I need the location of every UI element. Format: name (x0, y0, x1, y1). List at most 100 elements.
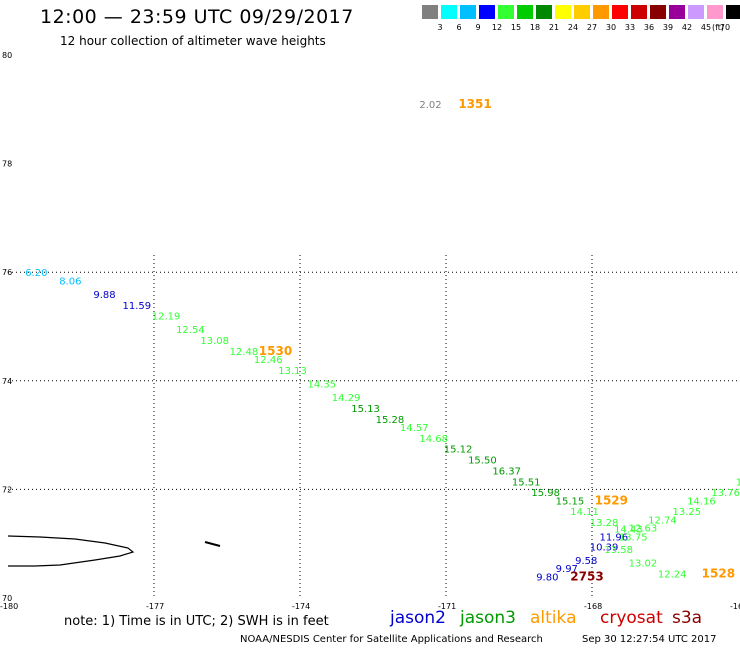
colorbar-swatch (479, 5, 495, 19)
wave-height-point: 13.25 (672, 507, 701, 518)
wave-height-point: 1530 (259, 344, 292, 358)
wave-height-point: 15.28 (376, 415, 405, 426)
colorbar-label: 42 (681, 23, 693, 32)
wave-height-point: 11.59 (123, 301, 152, 312)
page-subtitle: 12 hour collection of altimeter wave hei… (60, 34, 326, 48)
colorbar-label: 15 (510, 23, 522, 32)
wave-height-point: 14.57 (400, 423, 429, 434)
wave-height-point: 15.13 (351, 404, 380, 415)
wave-height-point: 13.75 (619, 533, 648, 544)
colorbar-label: 24 (567, 23, 579, 32)
wave-height-point: 14.16 (687, 496, 716, 507)
colorbar-label: 9 (475, 23, 481, 32)
wave-height-point: 15.15 (556, 496, 585, 507)
y-tick-label: 80 (2, 51, 12, 60)
wave-height-point: 13.58 (604, 545, 633, 556)
colorbar-label: 70 (719, 23, 731, 32)
coastline-fragment (204, 541, 221, 547)
wave-height-point: 2.02 (419, 100, 441, 111)
x-tick-label: -168 (584, 602, 602, 611)
wave-height-point: 13.08 (200, 336, 229, 347)
satellite-label-jason2: jason2 (390, 608, 446, 628)
colorbar-swatch (517, 5, 533, 19)
wave-height-point: 8.06 (59, 276, 81, 287)
colorbar-label: 30 (605, 23, 617, 32)
colorbar-swatch (726, 5, 740, 19)
satellite-label-altika: altika (530, 608, 577, 628)
colorbar-label: 33 (624, 23, 636, 32)
colorbar-label: 27 (586, 23, 598, 32)
wave-height-point: 12.46 (254, 355, 283, 366)
wave-height-point: 13.13 (278, 366, 307, 377)
wave-height-point: 12.54 (176, 325, 205, 336)
wave-height-point: 14.11 (570, 507, 599, 518)
colorbar-swatch (498, 5, 514, 19)
coastline (7, 535, 135, 567)
colorbar-label: 6 (456, 23, 462, 32)
y-tick-label: 74 (2, 377, 12, 386)
colorbar-label: 21 (548, 23, 560, 32)
wave-height-point: 15.50 (468, 456, 497, 467)
wave-height-point: 14.29 (332, 393, 361, 404)
colorbar-swatch (422, 5, 438, 19)
colorbar-label: 39 (662, 23, 674, 32)
x-tick-label: -16 (730, 602, 740, 611)
wave-height-point: 6.20 (25, 268, 47, 279)
wave-height-point: 15.12 (444, 445, 473, 456)
footer-note: note: 1) Time is in UTC; 2) SWH is in fe… (64, 614, 329, 629)
wave-height-point: 12.63 (629, 523, 658, 534)
colorbar-label: 45 (700, 23, 712, 32)
wave-height-point: 13.28 (590, 518, 619, 529)
wave-height-point: 9.97 (556, 564, 578, 575)
wave-height-point: 12.74 (648, 515, 677, 526)
colorbar-swatch (574, 5, 590, 19)
satellite-label-cryosat: cryosat (600, 608, 663, 628)
wave-height-point: 16.37 (492, 466, 521, 477)
page-title: 12:00 — 23:59 UTC 09/29/2017 (40, 6, 354, 28)
credit-text: NOAA/NESDIS Center for Satellite Applica… (240, 634, 543, 645)
wave-height-point: 14.35 (307, 380, 336, 391)
y-tick-label: 76 (2, 268, 12, 277)
y-tick-label: 78 (2, 160, 12, 169)
y-tick-label: 72 (2, 485, 12, 494)
colorbar-swatch (536, 5, 552, 19)
colorbar-swatch (707, 5, 723, 19)
wave-height-point: 10.39 (590, 542, 619, 553)
x-tick-label: -177 (146, 602, 164, 611)
colorbar-label: 18 (529, 23, 541, 32)
colorbar-swatch (441, 5, 457, 19)
colorbar-label: 36 (643, 23, 655, 32)
wave-height-point: 9.58 (575, 556, 597, 567)
wave-height-point: 9.88 (93, 290, 115, 301)
colorbar-swatch (669, 5, 685, 19)
colorbar-swatch (460, 5, 476, 19)
wave-height-point: 13.63 (736, 477, 740, 488)
wave-height-point: 12.48 (230, 347, 259, 358)
wave-height-point: 12.24 (658, 570, 687, 581)
satellite-label-jason3: jason3 (460, 608, 516, 628)
wave-height-point: 12.19 (152, 312, 181, 323)
colorbar-unit: (ft) (712, 23, 725, 32)
wave-height-point: 1351 (458, 97, 491, 111)
wave-height-point: 15.51 (512, 477, 541, 488)
wave-height-point: 14.43 (614, 524, 643, 535)
colorbar-swatch (650, 5, 666, 19)
colorbar-swatch (631, 5, 647, 19)
colorbar-swatch (593, 5, 609, 19)
wave-height-point: 13.02 (629, 559, 658, 570)
wave-height-point: 14.68 (419, 434, 448, 445)
colorbar-label: 12 (491, 23, 503, 32)
colorbar-swatch (612, 5, 628, 19)
timestamp-text: Sep 30 12:27:54 UTC 2017 (582, 634, 717, 645)
wave-height-point: 2753 (570, 569, 603, 583)
x-tick-label: -174 (292, 602, 310, 611)
colorbar-swatch (555, 5, 571, 19)
wave-height-point: 15.98 (531, 488, 560, 499)
y-tick-label: 70 (2, 594, 12, 603)
colorbar-label: 3 (437, 23, 443, 32)
wave-height-point: 13.76 (711, 488, 740, 499)
satellite-label-s3a: s3a (672, 608, 703, 628)
colorbar-swatch (688, 5, 704, 19)
x-tick-label: -171 (438, 602, 456, 611)
